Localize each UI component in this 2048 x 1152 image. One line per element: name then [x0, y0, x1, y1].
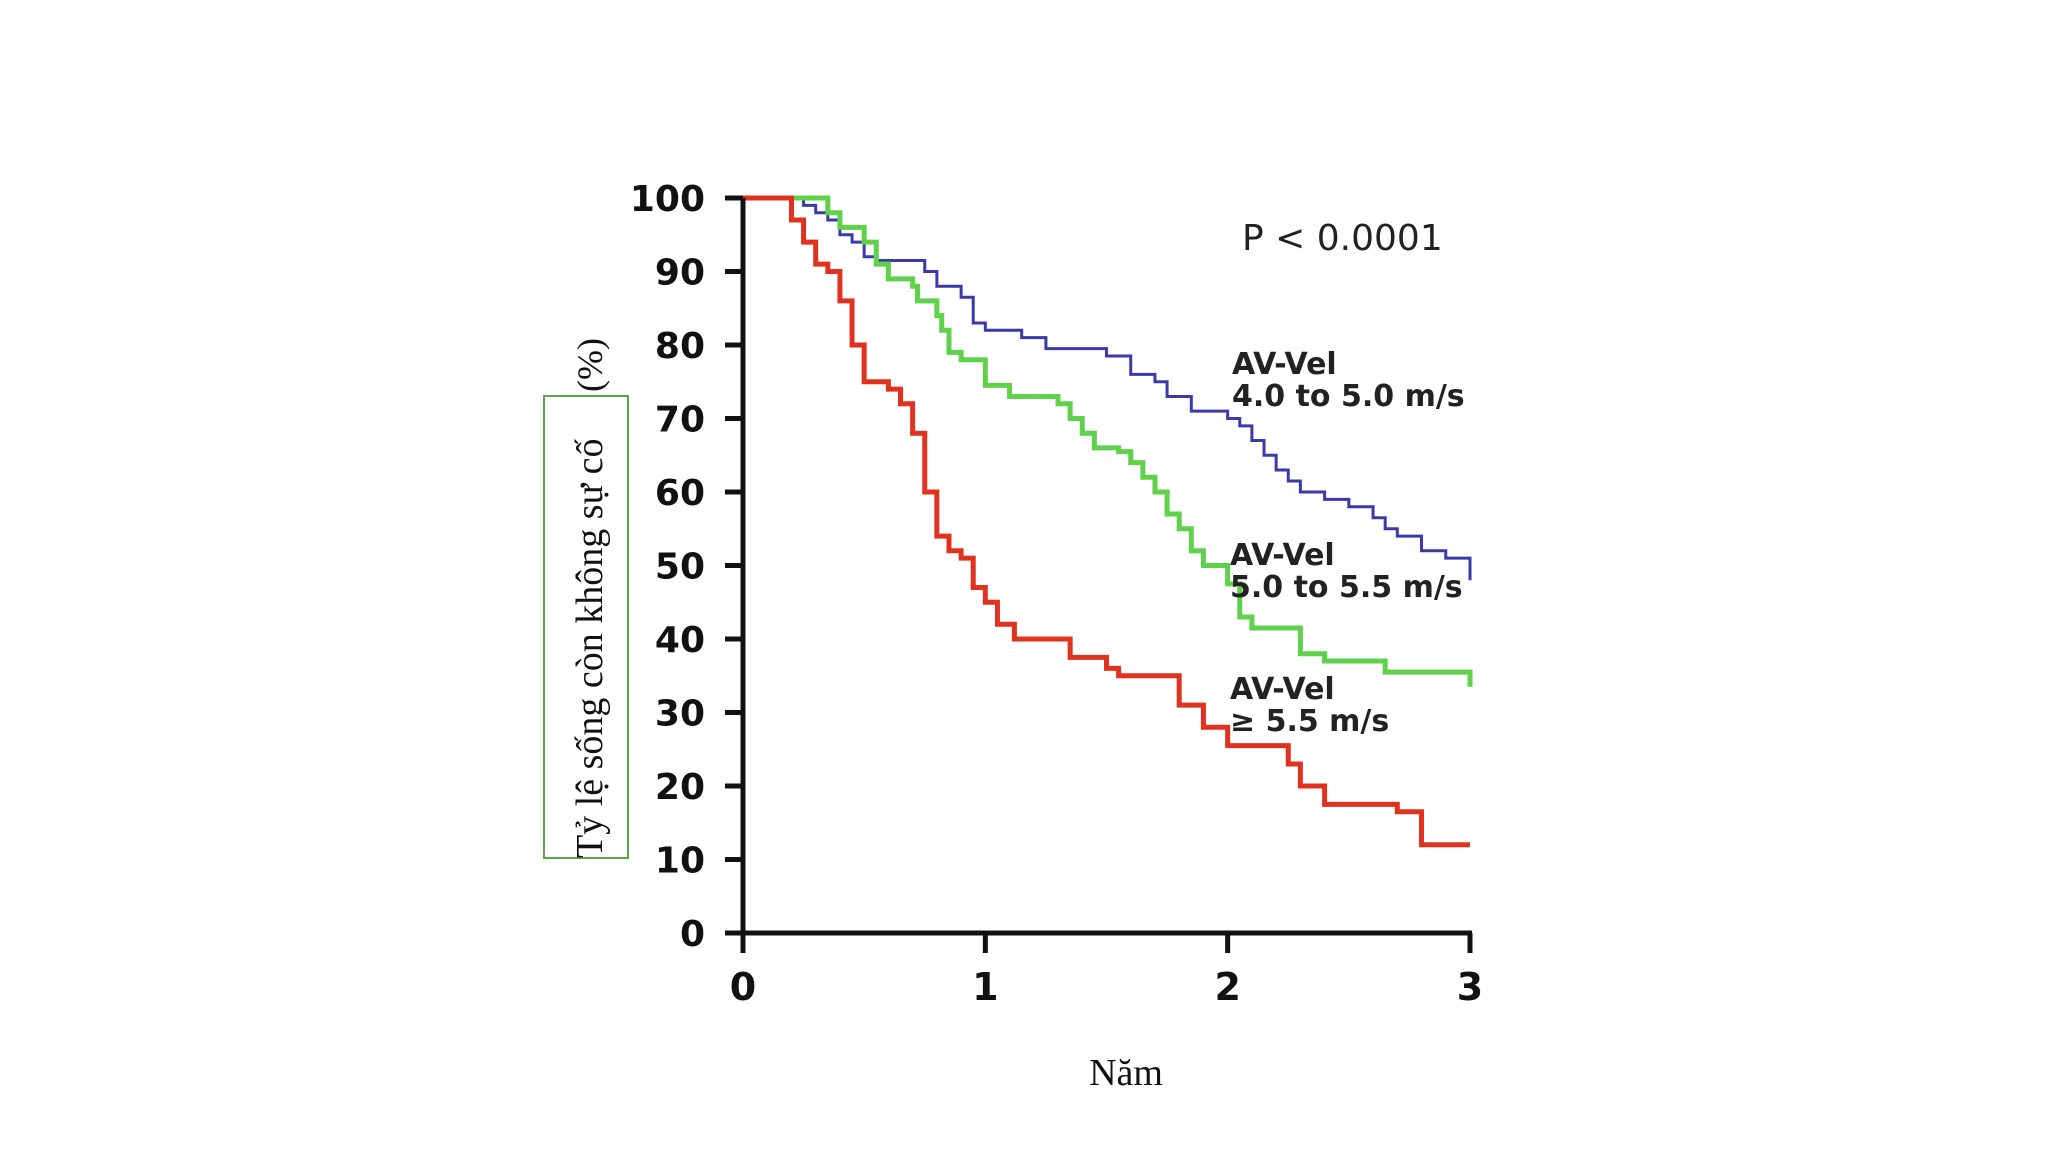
series-layer — [743, 195, 1473, 848]
y-axis-ticks: 0 10 20 30 40 50 60 70 80 90 100 — [630, 179, 743, 955]
y-tick-label-0: 0 — [680, 914, 705, 955]
x-tick-label-3: 3 — [1457, 965, 1483, 1009]
y-tick-label-40: 40 — [655, 620, 705, 661]
x-tick-label-1: 1 — [972, 965, 998, 1009]
series-label-2-line2: 5.0 to 5.5 m/s — [1230, 570, 1463, 605]
series-label-3-line1: AV-Vel — [1230, 672, 1335, 707]
series-label-3-line2: ≥ 5.5 m/s — [1230, 704, 1389, 739]
x-axis-title: Năm — [1089, 1052, 1163, 1094]
y-tick-label-100: 100 — [630, 179, 705, 220]
y-axis-title: Tỷ lệ sống còn không sự cố — [569, 438, 611, 858]
y-tick-label-80: 80 — [655, 326, 705, 367]
p-value-annotation: P < 0.0001 — [1242, 218, 1443, 259]
x-tick-label-0: 0 — [730, 965, 756, 1009]
x-axis-ticks: 0 1 2 3 — [730, 933, 1483, 1009]
y-tick-label-10: 10 — [655, 841, 705, 882]
series-label-1-line2: 4.0 to 5.0 m/s — [1232, 379, 1465, 414]
y-tick-label-60: 60 — [655, 473, 705, 514]
series-line-2 — [743, 195, 1473, 687]
y-tick-label-90: 90 — [655, 253, 705, 294]
series-label-2-line1: AV-Vel — [1230, 538, 1335, 573]
y-axis-title-box — [543, 395, 629, 859]
series-line-1 — [743, 196, 1472, 581]
y-tick-label-20: 20 — [655, 767, 705, 808]
series-line-3 — [743, 195, 1470, 848]
y-tick-label-30: 30 — [655, 694, 705, 735]
y-tick-label-70: 70 — [655, 400, 705, 441]
series-label-1-line1: AV-Vel — [1232, 347, 1337, 382]
y-axis-unit: (%) — [570, 338, 610, 392]
y-tick-label-50: 50 — [655, 547, 705, 588]
x-tick-label-2: 2 — [1214, 965, 1240, 1009]
